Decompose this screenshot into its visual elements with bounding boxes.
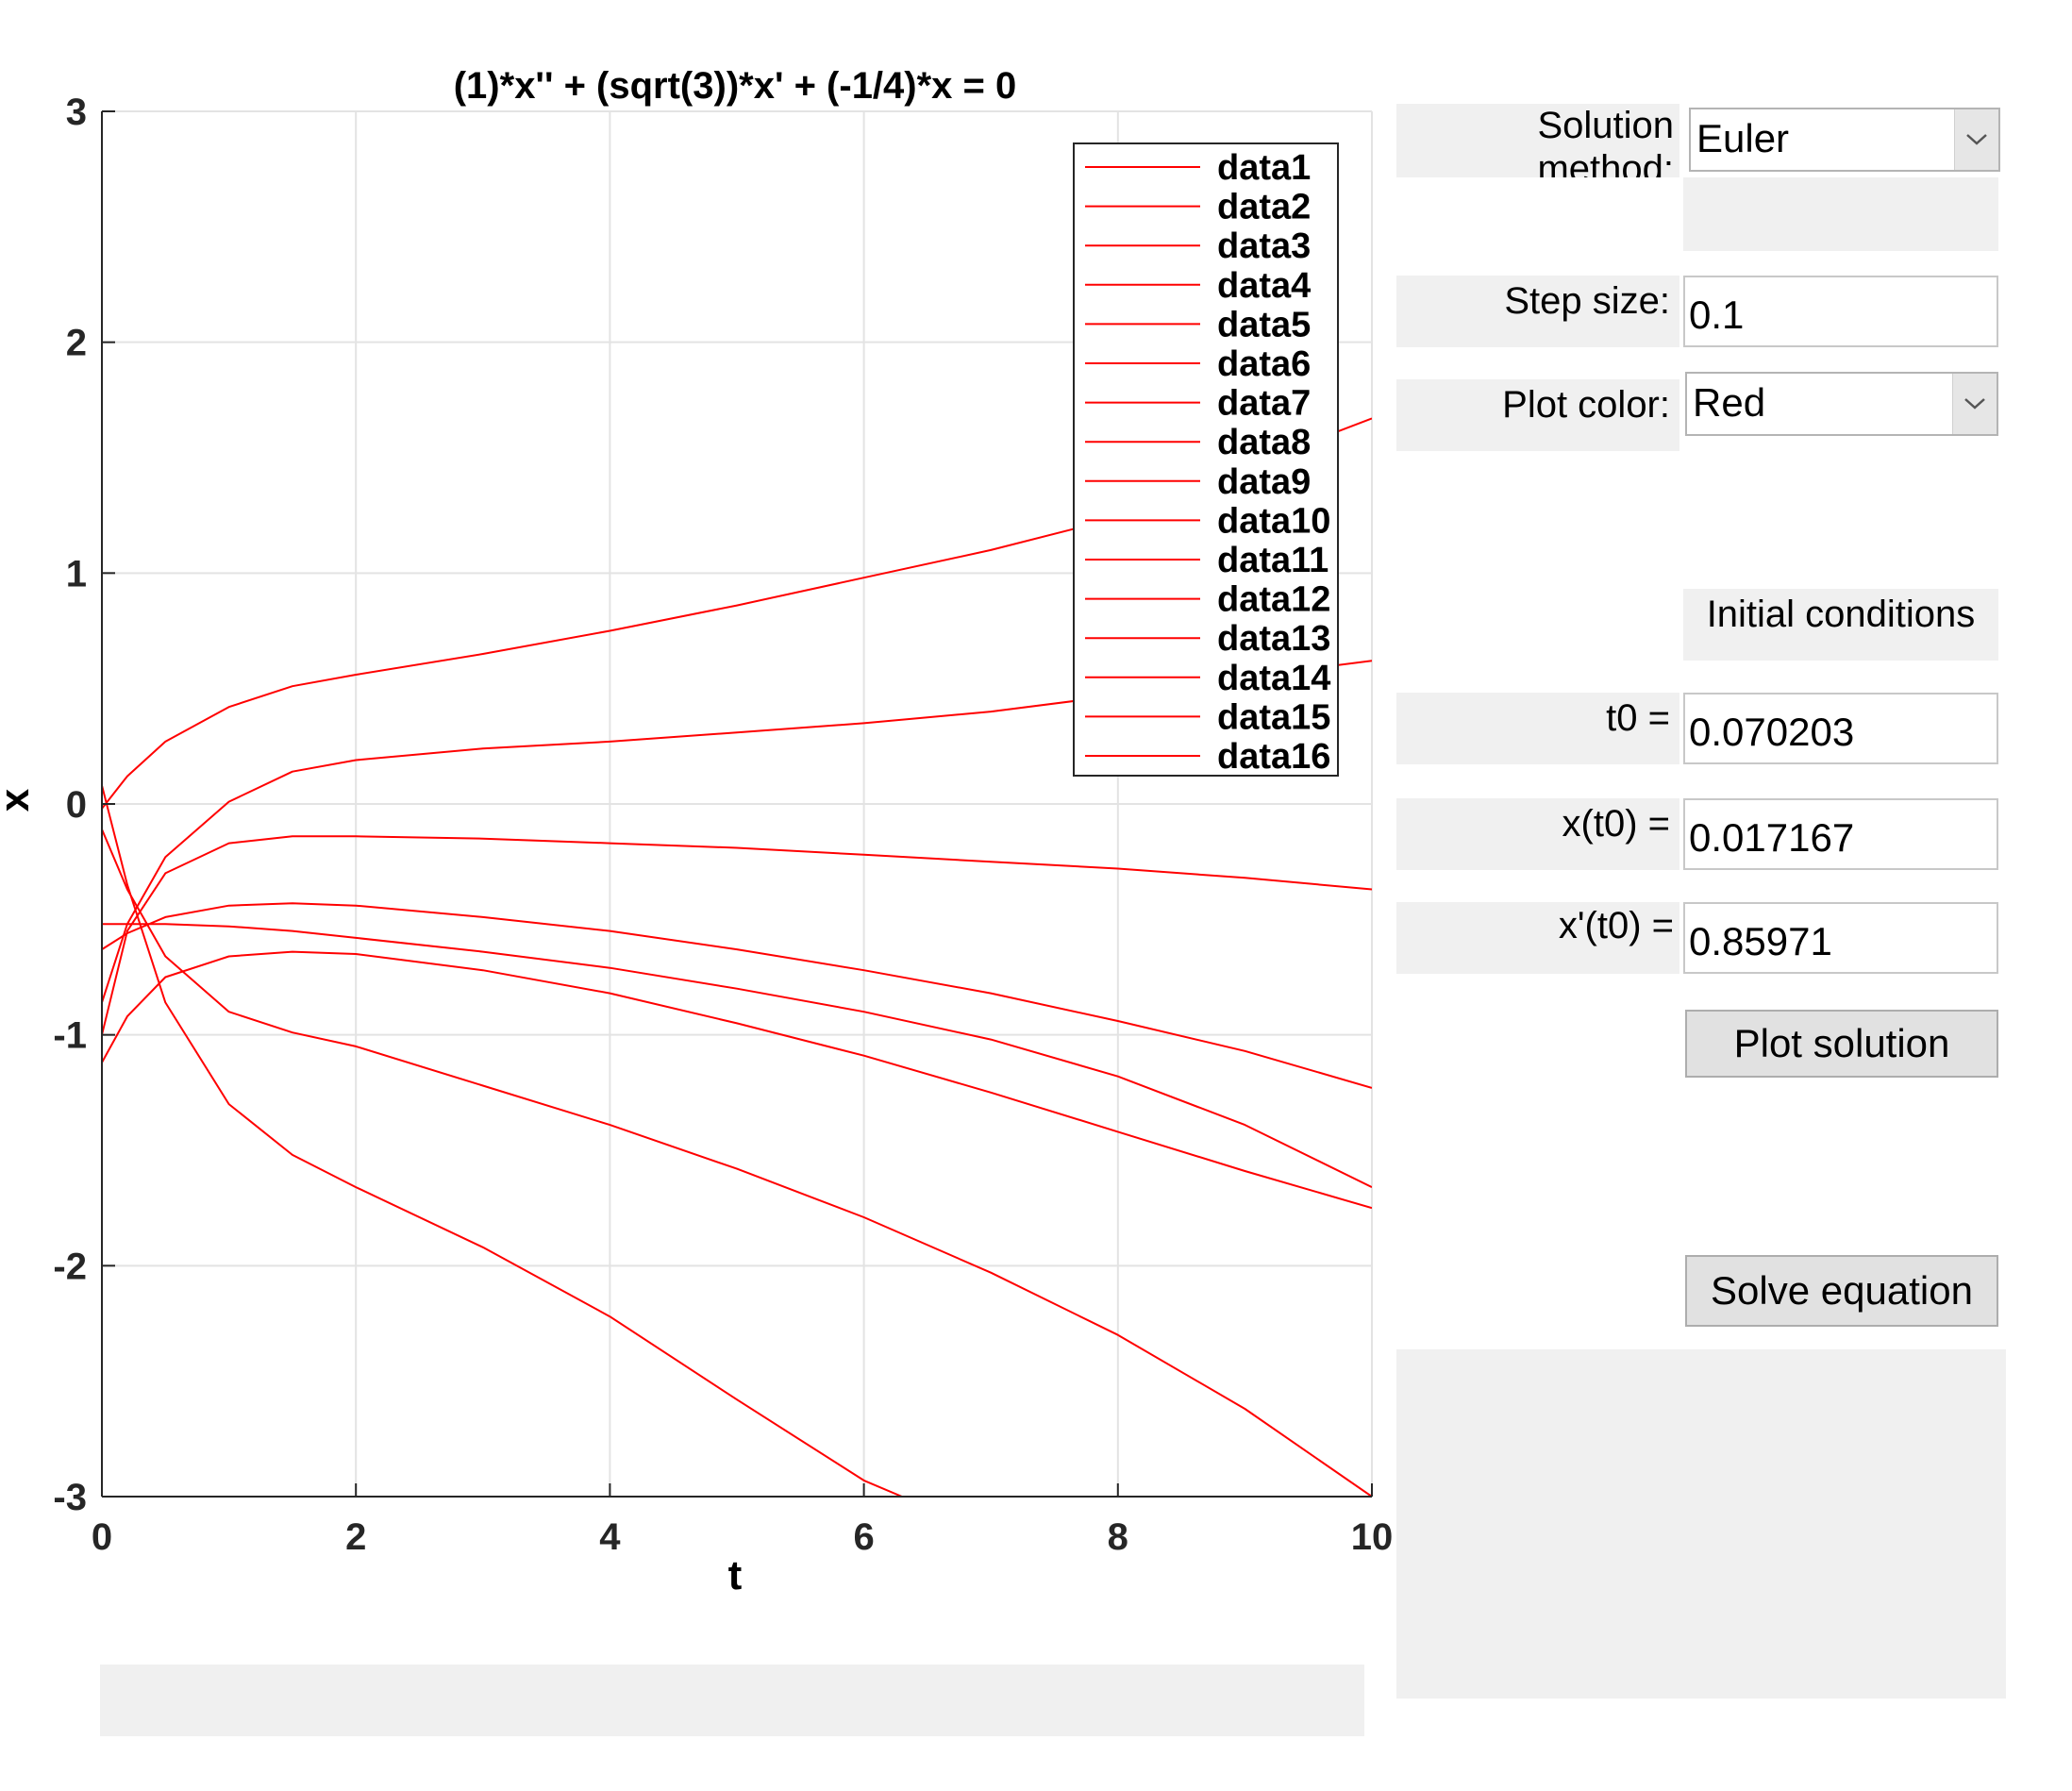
legend-label-data11: data11 [1217,541,1328,580]
x-tick-label: 10 [1351,1516,1394,1558]
x-tick-label: 8 [1108,1516,1128,1558]
legend: data1data2data3data4data5data6data7data8… [1073,142,1339,777]
legend-label-data6: data6 [1217,344,1311,384]
x-tick-label: 4 [599,1516,621,1558]
legend-label-data14: data14 [1217,659,1330,698]
series-line-data5 [102,950,1372,1210]
solution-method-extra-panel [1683,177,1998,251]
x-tick-label: 2 [345,1516,366,1558]
plot-color-value: Red [1693,380,1766,425]
output-panel [1396,1349,2006,1699]
initial-conditions-panel [1683,589,1998,661]
plot-color-label-panel [1396,379,1679,451]
series-line-data6 [102,923,1372,1188]
x-axis-label: t [728,1552,743,1599]
legend-label-data15: data15 [1217,697,1330,737]
solution-method-label-panel [1396,104,1679,177]
chevron-down-icon [1954,109,1998,170]
x-t0-label-panel [1396,798,1679,870]
solution-method-value: Euler [1696,116,1790,160]
t0-label: t0 = [1606,697,1670,739]
xp-t0-label: x'(t0) = [1558,905,1674,946]
legend-label-data16: data16 [1217,737,1330,777]
chevron-down-icon [1952,374,1997,434]
t0-input[interactable]: 0.070203 [1683,693,1998,764]
status-panel [100,1665,1364,1736]
x-tick-label: 0 [92,1516,112,1558]
t0-label-panel [1396,693,1679,764]
y-tick-label: 0 [66,784,87,826]
solve-equation-button[interactable]: Solve equation [1685,1255,1998,1327]
legend-label-data13: data13 [1217,619,1330,659]
legend-label-data7: data7 [1217,384,1311,424]
xp-t0-label-panel [1396,902,1679,974]
legend-label-data5: data5 [1217,305,1311,344]
y-tick-label: 3 [66,92,87,133]
series-line-data8 [102,785,903,1497]
x-tick-label: 6 [853,1516,874,1558]
legend-label-data3: data3 [1217,226,1311,266]
y-tick-label: -1 [53,1015,87,1057]
legend-label-data10: data10 [1217,501,1330,541]
y-tick-label: 1 [66,553,87,594]
solution-method-dropdown[interactable]: Euler [1689,108,2000,172]
legend-label-data2: data2 [1217,188,1311,227]
step-size-label: Step size: [1504,280,1670,322]
series-line-data7 [102,829,1372,1497]
series-line-data4 [102,902,1372,1089]
legend-label-data12: data12 [1217,580,1330,620]
legend-label-data4: data4 [1217,266,1311,306]
y-tick-label: -3 [53,1477,87,1518]
axes [101,110,1373,1498]
chart-title: (1)*x'' + (sqrt(3))*x' + (-1/4)*x = 0 [454,65,1017,107]
plot-color-dropdown[interactable]: Red [1685,372,1998,436]
solution-method-label: Solution method: [1537,105,1674,177]
legend-label-data8: data8 [1217,423,1311,462]
y-axis-label: x [0,788,38,812]
x-t0-label: x(t0) = [1562,803,1670,845]
legend-label-data1: data1 [1217,148,1311,188]
step-size-label-panel [1396,276,1679,347]
plot-color-label: Plot color: [1502,384,1670,426]
initial-conditions-heading: Initial conditions [1706,594,1976,635]
x-t0-input[interactable]: 0.017167 [1683,798,1998,870]
step-size-input[interactable]: 0.1 [1683,276,1998,347]
legend-label-data9: data9 [1217,462,1311,502]
plot-solution-button[interactable]: Plot solution [1685,1010,1998,1078]
xp-t0-input[interactable]: 0.85971 [1683,902,1998,974]
y-tick-label: 2 [66,323,87,364]
y-tick-label: -2 [53,1246,87,1287]
series-line-data3 [102,835,1372,1035]
